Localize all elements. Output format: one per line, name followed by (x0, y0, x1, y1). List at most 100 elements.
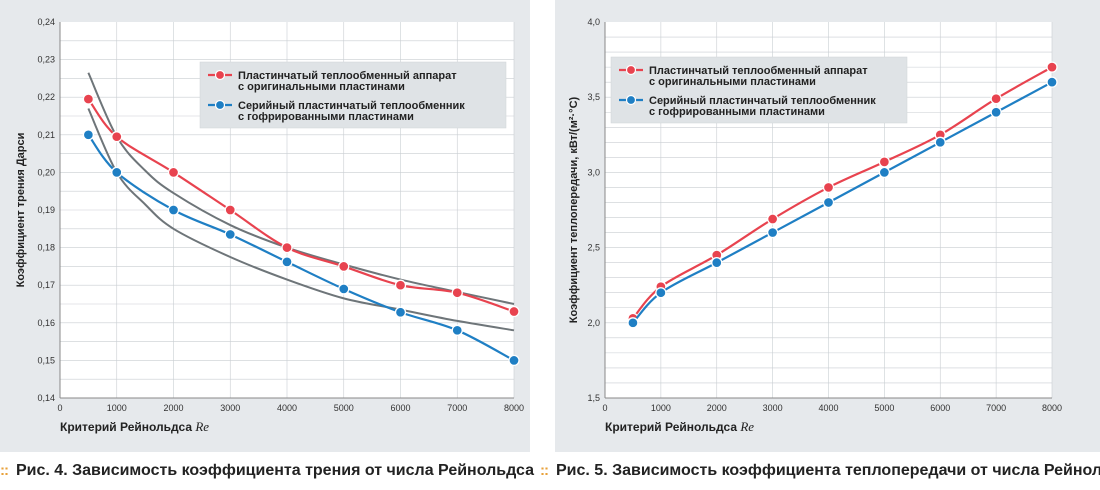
legend-entry-label: с гофрированными пластинами (238, 111, 414, 123)
x-tick-label: 0 (57, 403, 62, 413)
y-tick-label: 0,22 (37, 92, 55, 102)
series-1-point (338, 260, 350, 273)
x-tick-label: 7000 (986, 403, 1006, 413)
y-axis-title: Коэффициент теплопередачи, кВт/(м²·°С) (568, 96, 580, 323)
series-2-point (111, 166, 123, 179)
figure-caption-5: :: Рис. 5. Зависимость коэффициента тепло… (540, 462, 1100, 480)
friction-chart: 0,14 0,15 0,16 0,17 0,18 0,19 0,20 0,21 0,22 0,23… (15, 17, 524, 434)
y-tick-label: 2,5 (587, 243, 600, 253)
series-1-point (1046, 61, 1058, 73)
series-2-point (394, 306, 407, 318)
x-tick-label: 4000 (818, 403, 838, 413)
series-2-point (878, 166, 891, 179)
series-1-point (394, 279, 407, 291)
y-tick-label: 0,20 (37, 167, 55, 177)
y-tick-label: 0,16 (37, 318, 55, 328)
series-1-point (822, 181, 835, 194)
y-tick-label: 3,0 (587, 167, 600, 177)
legend-box (610, 56, 908, 124)
series-2-point (508, 354, 520, 367)
x-axis-title: Критерий Рейнольдса Re (605, 419, 754, 434)
x-axis-variable: Re (739, 419, 754, 434)
legend-entry-label: с оригинальными пластинами (238, 81, 405, 93)
chart-panel-friction: 0,14 0,15 0,16 0,17 0,18 0,19 0,20 0,21 0,22 0,23… (0, 0, 530, 452)
series-1-point (766, 213, 779, 225)
legend-entry-label: Серийный пластинчатый теплообменник (649, 95, 876, 107)
x-tick-label: 3000 (763, 403, 783, 413)
series-1-point (451, 287, 463, 299)
x-axis-variable: Re (194, 419, 209, 434)
y-tick-label: 0,19 (37, 205, 55, 215)
x-tick-label: 8000 (1042, 403, 1062, 413)
x-tick-label: 6000 (390, 403, 410, 413)
caption-prefix: Рис. 4. (16, 462, 68, 479)
y-tick-label: 0,21 (37, 130, 55, 140)
series-2-point (1046, 76, 1058, 88)
caption-prefix: Рис. 5. (556, 462, 608, 479)
series-1-point (990, 93, 1002, 105)
legend-entry-label: Пластинчатый теплообменный аппарат (238, 70, 457, 82)
y-tick-label: 0,17 (37, 280, 55, 290)
x-tick-label: 6000 (930, 403, 950, 413)
x-tick-label: 1000 (651, 403, 671, 413)
y-tick-label: 0,15 (37, 355, 55, 365)
y-tick-label: 2,0 (587, 318, 600, 328)
x-tick-label: 5000 (874, 403, 894, 413)
series-1-point (508, 305, 520, 318)
y-axis-title: Коэффициент трения Дарси (15, 133, 27, 288)
legend-box (199, 61, 507, 129)
y-tick-label: 1,5 (587, 393, 600, 403)
x-tick-label: 3000 (220, 403, 240, 413)
series-1-point (167, 166, 180, 179)
series-2-point (338, 283, 350, 295)
legend-entry-label: с гофрированными пластинами (649, 106, 825, 118)
trend-curve-2 (87, 108, 515, 332)
x-tick-label: 4000 (277, 403, 297, 413)
y-tick-label: 0,24 (37, 17, 55, 27)
legend-swatch-marker (214, 69, 226, 81)
series-2-point (627, 317, 639, 329)
x-tick-label: 2000 (163, 403, 183, 413)
x-tick-label: 7000 (447, 403, 467, 413)
series-2-point (451, 324, 463, 336)
caption-text: Зависимость коэффициента теплопередачи о… (612, 462, 1100, 479)
figure-caption-4: :: Рис. 4. Зависимость коэффициента трени… (0, 462, 534, 480)
series-1-point (281, 241, 293, 254)
legend-swatch-marker (214, 99, 226, 111)
x-tick-label: 1000 (107, 403, 127, 413)
series-1-point (224, 204, 236, 216)
y-tick-label: 0,23 (37, 55, 55, 65)
legend-entry-label: Серийный пластинчатый теплообменник (238, 100, 465, 112)
y-tick-label: 0,18 (37, 243, 55, 253)
legend-swatch-marker (625, 64, 637, 76)
series-2-point (990, 106, 1002, 118)
x-axis-title: Критерий Рейнольдса Re (60, 419, 209, 434)
y-tick-label: 0,14 (37, 393, 55, 403)
chart-panel-heat-transfer: 1,5 2,0 2,5 3,0 3,5 4,0 0 1000 2000 3000 4000 5000 6… (555, 0, 1100, 452)
series-2-point (281, 256, 293, 268)
series-2-point (711, 256, 723, 269)
series-2-point (655, 287, 667, 299)
series-2-point (167, 204, 180, 216)
x-tick-label: 2000 (707, 403, 727, 413)
y-tick-label: 4,0 (587, 17, 600, 27)
trend-curve-1 (87, 72, 515, 305)
x-tick-label: 5000 (334, 403, 354, 413)
series-2-point (82, 129, 95, 141)
y-tick-label: 3,5 (587, 92, 600, 102)
series-1-point (82, 93, 95, 105)
heat-transfer-chart: 1,5 2,0 2,5 3,0 3,5 4,0 0 1000 2000 3000 4000 5000 6… (568, 17, 1062, 434)
series-2-point (934, 136, 946, 148)
x-tick-label: 0 (602, 403, 607, 413)
series-1-point (111, 131, 123, 143)
series-2-point (822, 196, 835, 209)
series-2-point (766, 226, 779, 239)
caption-text: Зависимость коэффициента трения от числа… (72, 462, 535, 479)
caption-dots-icon: :: (0, 462, 9, 479)
caption-dots-icon: :: (540, 462, 549, 479)
series-1-point (878, 156, 891, 168)
x-tick-label: 8000 (504, 403, 524, 413)
series-2-point (224, 228, 236, 241)
legend-entry-label: с оригинальными пластинами (649, 76, 816, 88)
legend-entry-label: Пластинчатый теплообменный аппарат (649, 65, 868, 77)
